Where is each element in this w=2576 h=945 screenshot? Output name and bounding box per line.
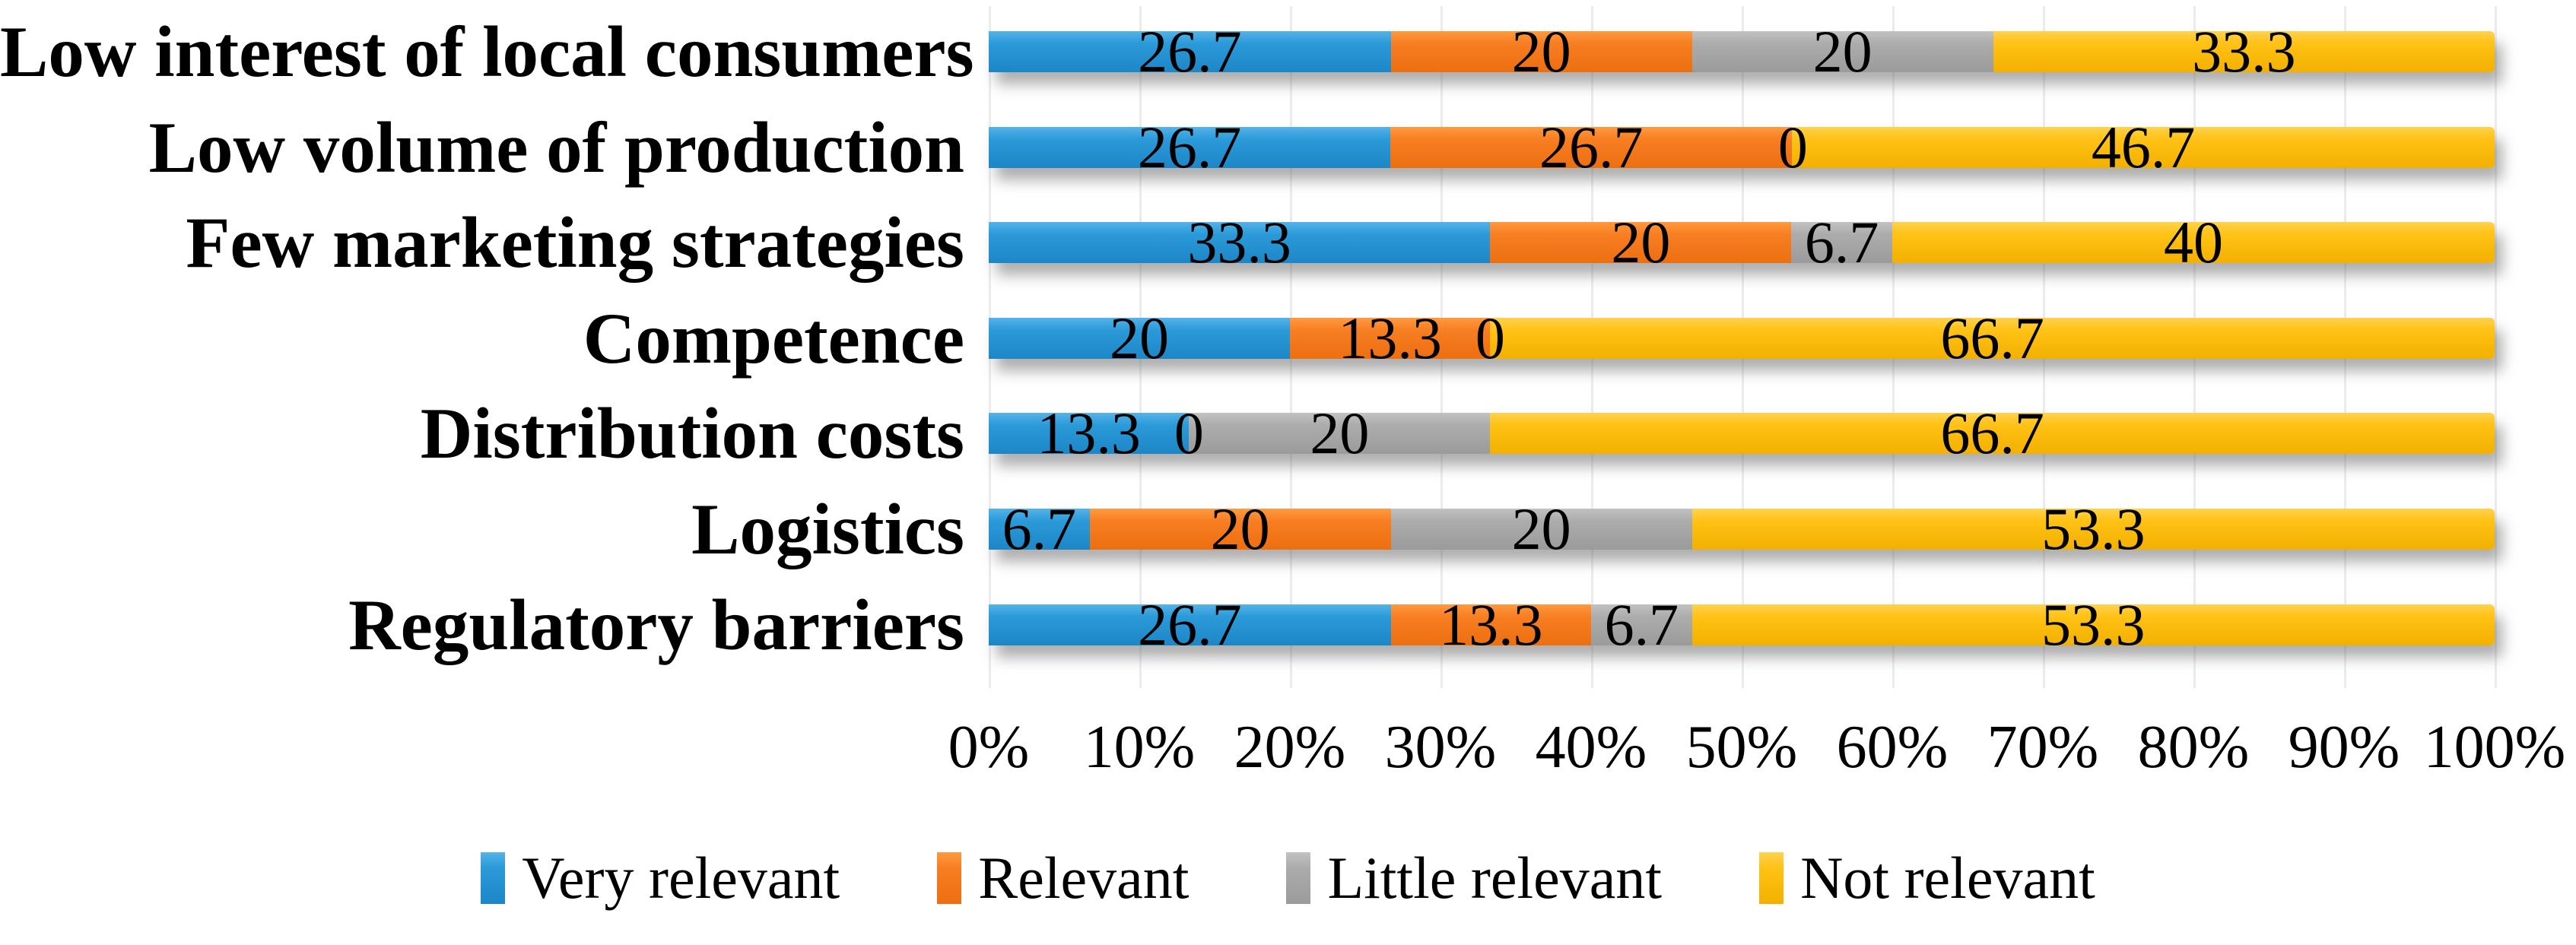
stacked-bar: 20 13.3 0 66.7: [989, 304, 2495, 371]
legend-label: Very relevant: [522, 845, 840, 911]
legend-label: Not relevant: [1800, 845, 2095, 911]
x-axis-tick-label: 70%: [1987, 714, 2099, 781]
stacked-bar: 33.3 20 6.7 40: [989, 209, 2495, 276]
value-label: 20: [1511, 496, 1571, 562]
bar-segment: 6.7: [989, 496, 1090, 562]
legend-swatch: [937, 852, 962, 904]
x-axis-tick-label: 0%: [948, 714, 1030, 781]
legend-swatch: [1759, 852, 1784, 904]
bar-segment: 33.3: [1993, 18, 2495, 84]
bar-segment: 26.7: [1390, 113, 1793, 180]
legend-label: Little relevant: [1327, 845, 1663, 911]
bar-segment: 20: [989, 304, 1290, 371]
bar-segment: 66.7: [1490, 400, 2495, 467]
stacked-bar: 6.7 20 20 53.3: [989, 496, 2495, 562]
value-label: 26.7: [1138, 591, 1242, 658]
value-label: 6.7: [1002, 496, 1077, 562]
bar-segment: 40: [1892, 209, 2495, 276]
category-label: Logistics: [691, 489, 964, 569]
value-label: 53.3: [2041, 591, 2146, 658]
bar-segment: 46.7: [1792, 113, 2495, 180]
legend-item: Little relevant: [1286, 844, 1662, 912]
category-label: Low volume of production: [148, 106, 964, 188]
x-axis-tick-label: 40%: [1535, 714, 1647, 781]
value-label-zero: 0: [1777, 113, 1808, 180]
legend-item: Not relevant: [1759, 844, 2095, 912]
legend: Very relevant Relevant Little relevant Not …: [0, 844, 2576, 912]
x-axis-tick-label: 60%: [1836, 714, 1949, 781]
bar-segment: 13.3: [1390, 591, 1591, 658]
x-axis-tick-label: 30%: [1384, 714, 1497, 781]
category-label: Few marketing strategies: [186, 202, 964, 284]
bar-segment: 53.3: [1691, 496, 2495, 562]
bar-segment: 66.7: [1490, 304, 2495, 371]
value-label: 26.7: [1137, 113, 1242, 180]
plot-area: 26.7 20 20 33.3 26.7 26.7 0 46.7 33.3 20 6.7 40 20 13…: [989, 0, 2497, 692]
bar-segment: 6.7: [1791, 209, 1892, 276]
x-axis-tick-label: 100%: [2423, 714, 2566, 781]
value-label: 26.7: [1539, 113, 1644, 180]
bar-segment: 20: [1691, 18, 1993, 84]
bar-segment: 20: [1189, 400, 1491, 467]
value-label: 13.3: [1037, 400, 1141, 467]
value-label: 20: [1210, 496, 1270, 562]
value-label: 66.7: [1940, 304, 2044, 371]
x-axis-tick-label: 80%: [2137, 714, 2250, 781]
legend-item: Very relevant: [481, 844, 840, 912]
bar-segment: 26.7: [989, 113, 1391, 180]
legend-item: Relevant: [937, 844, 1189, 912]
x-axis-tick-label: 10%: [1083, 714, 1196, 781]
category-label: Competence: [583, 297, 964, 379]
x-axis-tick-label: 50%: [1685, 714, 1798, 781]
value-label: 33.3: [1187, 209, 1291, 276]
value-label: 6.7: [1604, 591, 1679, 658]
stacked-bar: 13.3 0 20 66.7: [989, 400, 2495, 467]
stacked-bar: 26.7 20 20 33.3: [989, 18, 2495, 84]
legend-swatch: [1286, 852, 1311, 904]
value-label: 20: [1110, 304, 1169, 371]
category-label: Distribution costs: [420, 393, 964, 474]
legend-label: Relevant: [978, 845, 1190, 911]
bar-segment: 33.3: [989, 209, 1491, 276]
stacked-bar: 26.7 26.7 0 46.7: [989, 113, 2495, 180]
stacked-bar: 26.7 13.3 6.7 53.3: [989, 591, 2495, 658]
x-axis-tick-label: 20%: [1234, 714, 1346, 781]
bar-segment: 20: [1089, 496, 1391, 562]
value-label: 20: [1511, 18, 1571, 84]
bar-segment: 26.7: [989, 591, 1391, 658]
bar-segment: 26.7: [989, 18, 1391, 84]
bar-segment: 20: [1390, 18, 1692, 84]
bar-segment: 53.3: [1691, 591, 2495, 658]
value-label-zero: 0: [1475, 304, 1505, 371]
value-label: 33.3: [2192, 18, 2296, 84]
value-label: 46.7: [2091, 113, 2196, 180]
value-label: 13.3: [1338, 304, 1442, 371]
value-label: 6.7: [1804, 209, 1879, 276]
value-label: 20: [1310, 400, 1370, 467]
gridline: [2495, 6, 2497, 688]
x-axis-tick-label: 90%: [2288, 714, 2400, 781]
value-label: 26.7: [1138, 18, 1242, 84]
bar-segment: 13.3: [1290, 304, 1491, 371]
bar-segment: 20: [1390, 496, 1692, 562]
value-label: 20: [1611, 209, 1671, 276]
legend-swatch: [481, 852, 506, 904]
bar-segment: 20: [1490, 209, 1792, 276]
bar-segment: 6.7: [1590, 591, 1692, 658]
value-label: 40: [2163, 209, 2223, 276]
bar-segment: 13.3: [989, 400, 1190, 467]
value-label: 20: [1812, 18, 1872, 84]
value-label: 13.3: [1439, 591, 1543, 658]
category-label: Regulatory barriers: [348, 584, 964, 665]
value-label-zero: 0: [1174, 400, 1204, 467]
category-label: Low interest of local consumers: [0, 11, 974, 92]
value-label: 66.7: [1940, 400, 2044, 467]
value-label: 53.3: [2041, 496, 2146, 562]
